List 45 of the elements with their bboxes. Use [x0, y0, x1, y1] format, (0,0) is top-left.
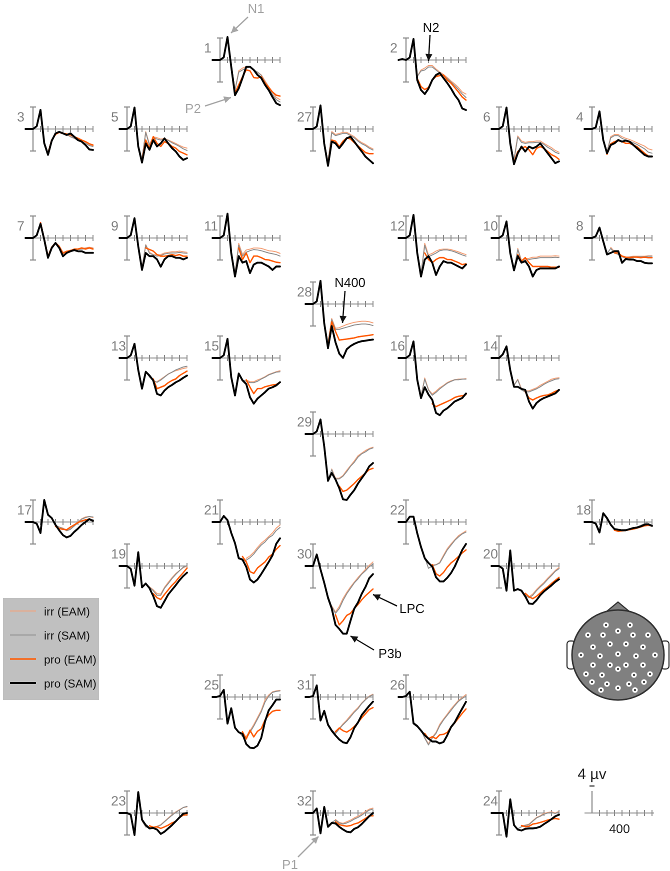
chart-title: 29	[297, 414, 312, 430]
chart-title: 24	[483, 794, 499, 808]
chart-title: 19	[111, 546, 126, 562]
chart-title: 9	[111, 218, 119, 234]
chart-title: 22	[390, 502, 406, 518]
text: N2	[422, 20, 440, 35]
annotation: P2	[185, 101, 201, 116]
chart-title: 4	[576, 110, 584, 124]
annotation: N400	[334, 275, 366, 290]
chart-title: 30	[297, 546, 312, 562]
chart-title: 12	[390, 218, 406, 234]
legend-label: irr (SAM)	[44, 630, 90, 642]
chart-title: 26	[390, 678, 406, 692]
text: LPC	[399, 601, 425, 616]
legend-label: irr (EAM)	[44, 606, 90, 618]
legend-label: pro (SAM)	[44, 678, 97, 690]
chart-title: 11	[204, 218, 218, 234]
chart-title: 14	[483, 338, 499, 354]
chart-title: 21	[204, 502, 220, 518]
text: 4 µv	[578, 766, 607, 783]
chart-title: 2	[390, 40, 398, 56]
text: 400	[609, 822, 630, 836]
chart-title: 28	[297, 284, 312, 300]
chart-title: 27	[297, 110, 312, 124]
text: P1	[282, 857, 298, 871]
legend-label: pro (EAM)	[44, 654, 97, 666]
chart-title: 20	[483, 546, 498, 562]
chart-title: 8	[576, 218, 584, 234]
chart-title: 5	[111, 110, 119, 124]
chart-title: 18	[576, 502, 592, 518]
chart-title: 1	[204, 40, 212, 56]
chart-title: 32	[297, 794, 312, 808]
chart-title: 6	[483, 110, 491, 124]
chart-title: 3	[17, 110, 25, 124]
chart-title: 13	[111, 338, 126, 354]
text: N1	[248, 1, 264, 16]
chart-title: 23	[111, 794, 126, 808]
chart-title: 31	[297, 678, 312, 692]
chart-title: 7	[17, 218, 25, 234]
chart-title: 10	[483, 218, 498, 234]
chart-title: 25	[204, 678, 220, 692]
text: P3b	[378, 646, 402, 661]
chart-title: 15	[204, 338, 220, 354]
chart-title: 16	[390, 338, 406, 354]
chart-title: 17	[17, 502, 32, 518]
